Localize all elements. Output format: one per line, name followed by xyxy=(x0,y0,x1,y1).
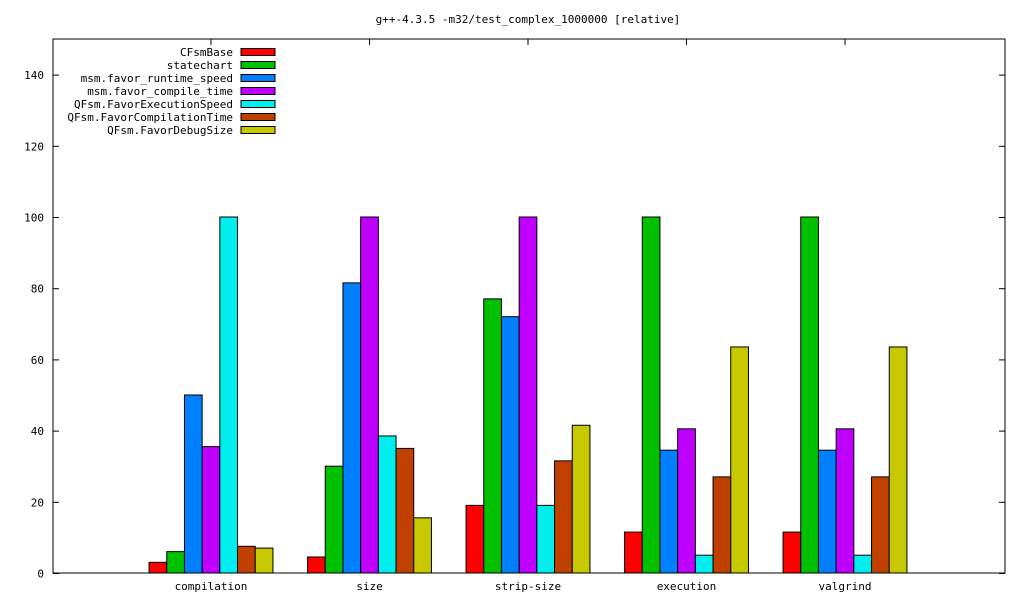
bar xyxy=(817,449,837,574)
bar xyxy=(712,476,732,574)
bar xyxy=(342,282,362,574)
bar xyxy=(465,504,485,574)
bar xyxy=(853,554,873,574)
legend-label: msm.favor_runtime_speed xyxy=(81,72,233,85)
legend-label: QFsm.FavorExecutionSpeed xyxy=(74,98,233,111)
bar xyxy=(571,424,591,574)
legend: CFsmBasestatechartmsm.favor_runtime_spee… xyxy=(67,46,276,137)
legend-swatch xyxy=(240,126,276,134)
y-tick-label: 80 xyxy=(31,283,44,296)
bar xyxy=(201,446,221,574)
y-tick-label: 20 xyxy=(31,496,44,509)
legend-swatch xyxy=(240,87,276,95)
legend-swatch xyxy=(240,100,276,108)
bar xyxy=(360,216,379,574)
bar xyxy=(694,554,714,574)
legend-label: QFsm.FavorDebugSize xyxy=(107,124,233,137)
bar xyxy=(659,449,679,574)
bar xyxy=(413,517,432,574)
bars xyxy=(148,216,908,574)
bar xyxy=(835,428,855,574)
bar xyxy=(624,531,643,574)
y-tick-label: 100 xyxy=(24,212,44,225)
legend-swatch xyxy=(240,74,276,82)
bar xyxy=(871,476,890,574)
bar xyxy=(148,561,168,574)
bar xyxy=(324,465,344,574)
bar xyxy=(554,460,573,574)
chart-title: g++-4.3.5 -m32/test_complex_1000000 [rel… xyxy=(376,13,681,26)
legend-swatch xyxy=(240,48,276,56)
bar xyxy=(219,216,239,574)
bar xyxy=(483,298,502,574)
bar xyxy=(166,551,185,574)
x-tick-label: strip-size xyxy=(495,580,561,593)
y-tick-label: 120 xyxy=(24,140,44,153)
bar xyxy=(500,316,520,574)
legend-swatch xyxy=(240,113,276,121)
y-tick-label: 0 xyxy=(37,568,44,581)
bar xyxy=(518,216,538,574)
x-tick-label: valgrind xyxy=(819,580,872,593)
bar xyxy=(888,346,908,574)
bar xyxy=(536,504,556,574)
legend-swatch xyxy=(240,61,276,69)
legend-label: msm.favor_compile_time xyxy=(87,85,233,98)
y-tick-label: 60 xyxy=(31,354,44,367)
bar xyxy=(237,545,256,574)
y-tick-label: 140 xyxy=(24,69,44,82)
bar xyxy=(800,216,819,574)
legend-label: QFsm.FavorCompilationTime xyxy=(67,111,233,124)
bar xyxy=(377,435,397,574)
bar xyxy=(254,547,274,574)
bar xyxy=(641,216,661,574)
x-tick-label: execution xyxy=(657,580,717,593)
legend-label: statechart xyxy=(167,59,233,72)
bar xyxy=(677,428,696,574)
bar xyxy=(782,531,802,574)
bar xyxy=(730,346,749,574)
y-tick-label: 40 xyxy=(31,425,44,438)
bar xyxy=(307,556,326,574)
x-tick-label: size xyxy=(356,580,383,593)
bar xyxy=(395,447,415,574)
bar xyxy=(183,394,203,574)
x-tick-label: compilation xyxy=(175,580,248,593)
legend-label: CFsmBase xyxy=(180,46,233,59)
